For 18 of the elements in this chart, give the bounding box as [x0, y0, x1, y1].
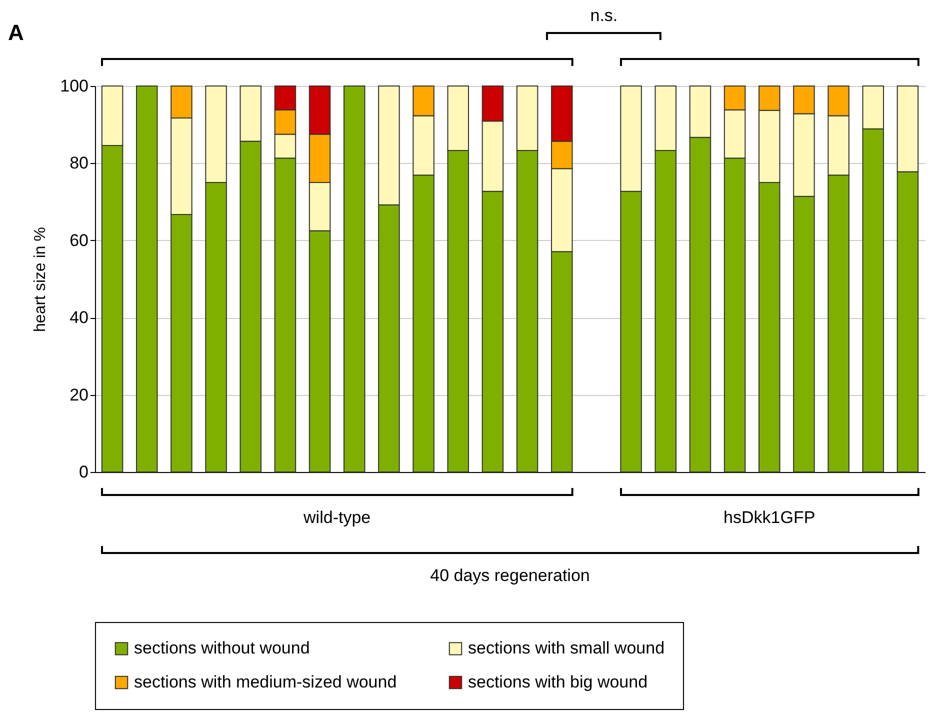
- legend-label: sections with big wound: [468, 672, 648, 692]
- legend-label: sections without wound: [134, 638, 310, 658]
- y-tick-label: 100: [60, 76, 88, 96]
- y-tick-label: 20: [70, 385, 88, 404]
- y-axis-title: heart size in %: [32, 227, 50, 332]
- text: hsDkk1GFP: [724, 508, 816, 528]
- text: 40 days regeneration: [430, 566, 590, 586]
- y-tick-label: 80: [70, 154, 88, 173]
- bar: [136, 86, 158, 472]
- y-tick-label: 60: [70, 230, 88, 250]
- y-tick-label: 40: [70, 308, 88, 328]
- bar: [344, 86, 366, 472]
- legend-label: sections with medium-sized wound: [134, 672, 397, 692]
- legend-label: sections with small wound: [468, 638, 665, 658]
- text: n.s.: [590, 6, 618, 26]
- text: wild-type: [304, 508, 371, 528]
- y-tick-label: 0: [79, 462, 88, 482]
- text: A: [8, 20, 24, 46]
